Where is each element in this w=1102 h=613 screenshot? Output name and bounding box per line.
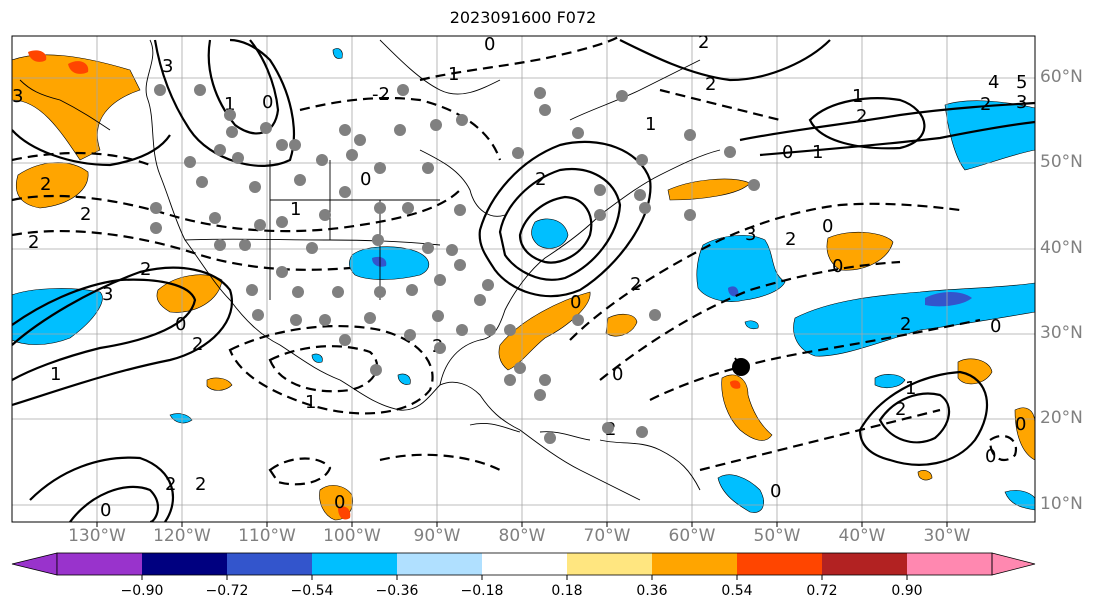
colorbar-tick-label: −0.18: [460, 583, 504, 599]
svg-text:1: 1: [224, 94, 235, 115]
svg-text:1: 1: [305, 392, 316, 413]
colorbar-upper-extend: [991, 552, 1036, 576]
lat-label-30n: 30°N: [1040, 323, 1083, 343]
svg-text:3: 3: [1016, 92, 1027, 113]
svg-text:1: 1: [50, 364, 61, 385]
svg-text:2: 2: [630, 274, 641, 295]
colorbar-tick-label: 0.72: [806, 583, 838, 599]
svg-text:2: 2: [895, 399, 906, 420]
positive-contours: [12, 38, 1035, 522]
svg-text:0: 0: [985, 446, 996, 467]
svg-text:2: 2: [980, 94, 991, 115]
lon-label-120w: 120°W: [153, 526, 211, 546]
svg-text:0: 0: [334, 492, 345, 513]
strong-positive-shading: [28, 50, 741, 520]
svg-text:3: 3: [745, 224, 756, 245]
svg-text:0: 0: [484, 34, 495, 55]
colorbar-tick-label: −0.36: [375, 583, 419, 599]
lon-label-80w: 80°W: [498, 526, 546, 546]
colorbar-tick-label: −0.72: [205, 583, 249, 599]
colorbar-tick-label: 0.54: [721, 583, 753, 599]
colorbar: [11, 552, 1036, 580]
storm-center-marker: [732, 357, 750, 376]
strong-negative-shading: [372, 256, 972, 307]
svg-text:1: 1: [812, 142, 823, 163]
svg-text:1: 1: [645, 114, 656, 135]
svg-text:0: 0: [990, 316, 1001, 337]
station-markers: [150, 84, 760, 444]
svg-text:3: 3: [102, 284, 113, 305]
svg-text:0: 0: [360, 169, 371, 190]
svg-text:0: 0: [612, 364, 623, 385]
svg-text:0: 0: [822, 216, 833, 237]
svg-text:0: 0: [782, 142, 793, 163]
coastlines: [19, 39, 721, 501]
lon-label-70w: 70°W: [583, 526, 631, 546]
svg-text:0: 0: [1015, 414, 1026, 435]
lon-label-60w: 60°W: [668, 526, 716, 546]
lat-label-60n: 60°N: [1040, 67, 1083, 87]
colorbar-tick-label: 0.90: [891, 583, 923, 599]
svg-text:5: 5: [1016, 72, 1027, 93]
svg-text:2: 2: [192, 334, 203, 355]
lon-label-110w: 110°W: [238, 526, 296, 546]
svg-text:2: 2: [856, 106, 867, 127]
svg-text:0: 0: [570, 292, 581, 313]
svg-text:2: 2: [140, 259, 151, 280]
svg-text:1: 1: [852, 86, 863, 107]
negative-contours: [12, 36, 1018, 486]
svg-text:0: 0: [100, 500, 111, 521]
lon-label-50w: 50°W: [753, 526, 801, 546]
lat-label-10n: 10°N: [1040, 494, 1083, 514]
colorbar-tick-label: −0.90: [120, 583, 164, 599]
svg-text:2: 2: [80, 204, 91, 225]
lon-label-130w: 130°W: [68, 526, 126, 546]
lon-label-100w: 100°W: [323, 526, 381, 546]
colorbar-tick-label: 0.36: [636, 583, 668, 599]
svg-text:0: 0: [175, 314, 186, 335]
svg-text:0: 0: [262, 92, 273, 113]
svg-text:3: 3: [162, 56, 173, 77]
lat-label-50n: 50°N: [1040, 152, 1083, 172]
svg-text:2: 2: [698, 32, 709, 53]
colorbar-lower-extend: [11, 552, 58, 576]
map-title: 2023091600 F072: [449, 8, 597, 27]
svg-text:2: 2: [165, 474, 176, 495]
svg-text:3: 3: [12, 86, 23, 107]
lon-label-90w: 90°W: [413, 526, 461, 546]
svg-text:-2: -2: [372, 84, 390, 105]
lon-label-40w: 40°W: [838, 526, 886, 546]
svg-text:2: 2: [40, 174, 51, 195]
svg-text:0: 0: [770, 481, 781, 502]
svg-text:2: 2: [900, 314, 911, 335]
lat-label-40n: 40°N: [1040, 238, 1083, 258]
svg-text:2: 2: [535, 169, 546, 190]
negative-anomaly-shading: [12, 48, 1035, 513]
lat-label-20n: 20°N: [1040, 408, 1083, 428]
colorbar-tick-label: −0.54: [290, 583, 334, 599]
svg-text:2: 2: [28, 232, 39, 253]
colorbar-tick-label: 0.18: [551, 583, 583, 599]
svg-text:4: 4: [988, 72, 999, 93]
svg-text:2: 2: [785, 229, 796, 250]
svg-text:1: 1: [448, 64, 459, 85]
svg-text:1: 1: [290, 199, 301, 220]
svg-text:2: 2: [195, 474, 206, 495]
svg-text:0: 0: [832, 256, 843, 277]
lon-label-30w: 30°W: [923, 526, 971, 546]
svg-text:2: 2: [705, 74, 716, 95]
svg-text:1: 1: [905, 378, 916, 399]
